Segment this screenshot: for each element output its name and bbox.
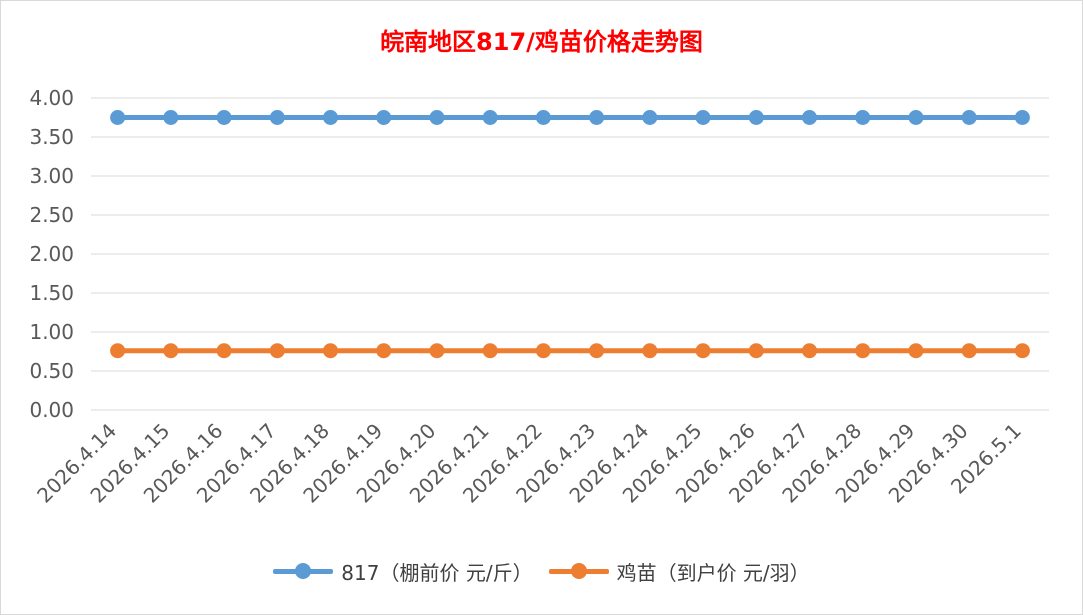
y-tick-label: 3.50 [29,125,74,149]
y-tick-label: 0.50 [29,359,74,383]
data-point-1 [961,343,977,359]
data-point-1 [110,343,126,359]
data-point-0 [110,110,126,125]
data-point-0 [589,110,605,125]
data-point-0 [908,110,924,125]
legend-swatch-chick [548,561,609,581]
data-point-0 [376,110,392,125]
legend: 817（棚前价 元/斤） 鸡苗（到户价 元/羽） [0,556,1083,586]
legend-item-817: 817（棚前价 元/斤） [273,557,533,586]
y-tick-label: 2.00 [29,242,74,266]
data-point-0 [748,110,764,125]
data-point-0 [429,110,445,125]
y-tick-label: 0.00 [29,398,74,422]
data-point-1 [855,343,871,359]
data-point-0 [216,110,232,125]
data-point-1 [482,343,498,359]
legend-marker-chick [570,563,587,579]
y-tick-label: 4.00 [29,86,74,110]
data-point-0 [323,110,338,125]
data-point-0 [642,110,658,125]
y-tick-label: 2.50 [29,203,74,227]
data-point-1 [323,343,338,359]
data-point-0 [802,110,817,125]
data-point-1 [695,343,711,359]
data-point-0 [1014,110,1030,125]
data-point-0 [535,110,551,125]
data-point-0 [695,110,711,125]
chart-title: 皖南地区817/鸡苗价格走势图 [380,28,703,56]
data-point-1 [802,343,817,359]
data-point-0 [961,110,977,125]
y-tick-label: 1.50 [29,281,74,305]
data-point-1 [216,343,232,359]
data-point-0 [855,110,871,125]
data-point-1 [429,343,445,359]
y-tick-label: 1.00 [29,320,74,344]
legend-item-chick: 鸡苗（到户价 元/羽） [548,557,810,586]
data-point-0 [163,110,179,125]
data-point-1 [748,343,764,359]
legend-label-817: 817（棚前价 元/斤） [341,560,533,585]
data-point-1 [376,343,392,359]
data-point-1 [163,343,179,359]
data-point-0 [269,110,285,125]
data-point-0 [482,110,498,125]
legend-label-chick: 鸡苗（到户价 元/羽） [616,560,810,585]
data-point-1 [589,343,605,359]
data-point-1 [908,343,924,359]
data-point-1 [642,343,658,359]
data-point-1 [269,343,285,359]
data-point-1 [1014,343,1030,359]
data-point-1 [535,343,551,359]
y-tick-label: 3.00 [29,164,74,188]
legend-swatch-817 [273,561,334,581]
legend-marker-817 [295,563,312,579]
